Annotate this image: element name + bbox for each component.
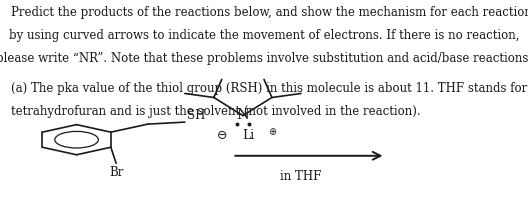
- Text: ⊕: ⊕: [268, 126, 276, 136]
- Text: Br: Br: [109, 166, 124, 178]
- Text: Li: Li: [242, 129, 254, 141]
- Text: in THF: in THF: [280, 170, 322, 182]
- Text: N: N: [237, 107, 249, 121]
- Text: Predict the products of the reactions below, and show the mechanism for each rea: Predict the products of the reactions be…: [0, 6, 528, 19]
- Text: SH: SH: [187, 109, 206, 122]
- Text: tetrahydrofuran and is just the solvent (not involved in the reaction).: tetrahydrofuran and is just the solvent …: [11, 105, 420, 118]
- Text: ⊖: ⊖: [216, 129, 227, 141]
- Text: by using curved arrows to indicate the movement of electrons. If there is no rea: by using curved arrows to indicate the m…: [9, 29, 519, 42]
- Text: please write “NR”. Note that these problems involve substitution and acid/base r: please write “NR”. Note that these probl…: [0, 52, 528, 65]
- Text: (a) The pka value of the thiol group (RSH) in this molecule is about 11. THF sta: (a) The pka value of the thiol group (RS…: [11, 82, 527, 95]
